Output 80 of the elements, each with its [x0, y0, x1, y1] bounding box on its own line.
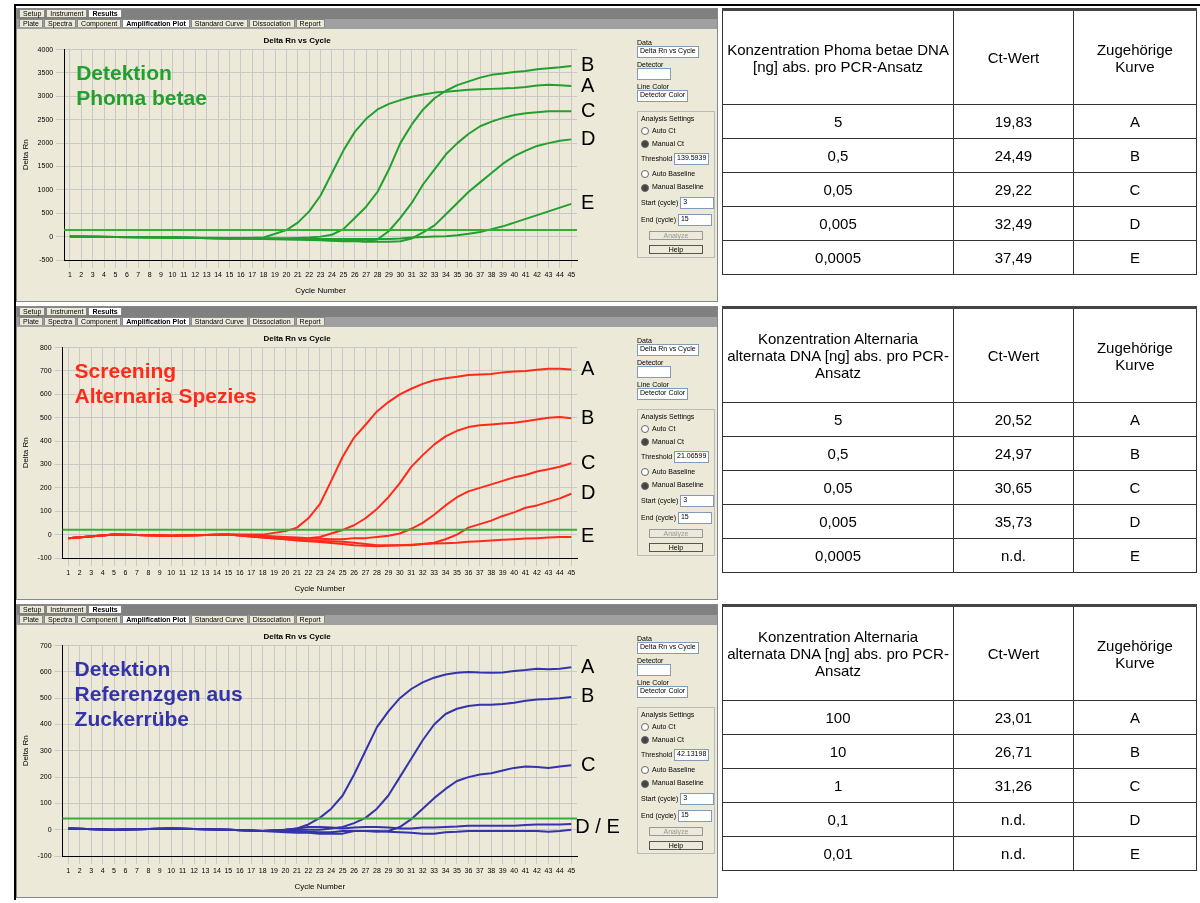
text: D [1073, 802, 1197, 837]
text: Zugehörige Kurve [1073, 307, 1197, 403]
series-label: A [581, 73, 595, 96]
text: Konzentration Alternaria alternata DNA [ng] abs. pro PCR-Ansatz [722, 605, 954, 701]
text: Konzentration Phoma betae DNA [ng] abs. pro PCR-Ansatz [722, 9, 954, 105]
text: n.d. [953, 836, 1074, 871]
annotation: Detektion Phoma betae [76, 60, 207, 109]
x-axis-title: Cycle Number [294, 584, 346, 594]
text: 0,0005 [722, 538, 954, 573]
series-label: B [581, 405, 595, 428]
text: E [1073, 240, 1197, 275]
series-label: D [581, 481, 596, 504]
y-axis-title: Delta Rn [21, 437, 30, 469]
text: E [1073, 538, 1197, 573]
text: 29,22 [953, 172, 1074, 207]
text: 0,005 [722, 206, 954, 241]
text: D [1073, 206, 1197, 241]
text: 0,1 [722, 802, 954, 837]
text: B [1073, 138, 1197, 173]
text: 31,26 [953, 768, 1074, 803]
text: 100 [722, 700, 954, 735]
text: 5 [722, 402, 954, 437]
series-label: C [581, 98, 596, 121]
text: 20,52 [953, 402, 1074, 437]
text: C [1073, 470, 1197, 505]
text: A [1073, 104, 1197, 139]
annotation: D / E [575, 814, 620, 837]
x-axis-title: Cycle Number [295, 286, 347, 296]
text: 37,49 [953, 240, 1074, 275]
text: 0,05 [722, 172, 954, 207]
series-label: A [581, 654, 595, 677]
text: 35,73 [953, 504, 1074, 539]
text: B [1073, 734, 1197, 769]
text: B [1073, 436, 1197, 471]
series-label: C [581, 752, 596, 775]
text: C [1073, 172, 1197, 207]
chart-title: Delta Rn vs Cycle [263, 36, 332, 45]
text: 24,49 [953, 138, 1074, 173]
annotation: Screening Alternaria Spezies [74, 358, 257, 407]
text: Zugehörige Kurve [1073, 605, 1197, 701]
text: Ct-Wert [953, 605, 1074, 701]
chart-title: Delta Rn vs Cycle [263, 334, 332, 343]
text: Konzentration Alternaria alternata DNA [ng] abs. pro PCR-Ansatz [722, 307, 954, 403]
text: 23,01 [953, 700, 1074, 735]
text: n.d. [953, 802, 1074, 837]
text: Ct-Wert [953, 9, 1074, 105]
text: 0,5 [722, 138, 954, 173]
text: 0,5 [722, 436, 954, 471]
text: C [1073, 768, 1197, 803]
text: 32,49 [953, 206, 1074, 241]
annotation: Detektion Referenzgen aus Zuckerrübe [74, 656, 243, 730]
text: 19,83 [953, 104, 1074, 139]
text: 1 [722, 768, 954, 803]
text: 0,01 [722, 836, 954, 871]
text: 24,97 [953, 436, 1074, 471]
text: 0,005 [722, 504, 954, 539]
text: D [1073, 504, 1197, 539]
text: Ct-Wert [953, 307, 1074, 403]
x-axis-title: Cycle Number [294, 882, 346, 892]
text: E [1073, 836, 1197, 871]
series-label: D [581, 126, 596, 149]
text: 10 [722, 734, 954, 769]
text: 0,05 [722, 470, 954, 505]
text: n.d. [953, 538, 1074, 573]
chart-title: Delta Rn vs Cycle [263, 632, 332, 641]
text: 26,71 [953, 734, 1074, 769]
series-label: E [581, 191, 595, 214]
text: 5 [722, 104, 954, 139]
series-label: E [581, 524, 595, 547]
y-axis-title: Delta Rn [21, 735, 30, 767]
series-label: B [581, 684, 595, 707]
series-label: A [581, 357, 595, 380]
y-axis-title: Delta Rn [21, 139, 30, 171]
text: A [1073, 402, 1197, 437]
text: A [1073, 700, 1197, 735]
text: 0,0005 [722, 240, 954, 275]
series-label: C [581, 450, 596, 473]
series-label: B [581, 53, 595, 76]
text: 30,65 [953, 470, 1074, 505]
text: Zugehörige Kurve [1073, 9, 1197, 105]
